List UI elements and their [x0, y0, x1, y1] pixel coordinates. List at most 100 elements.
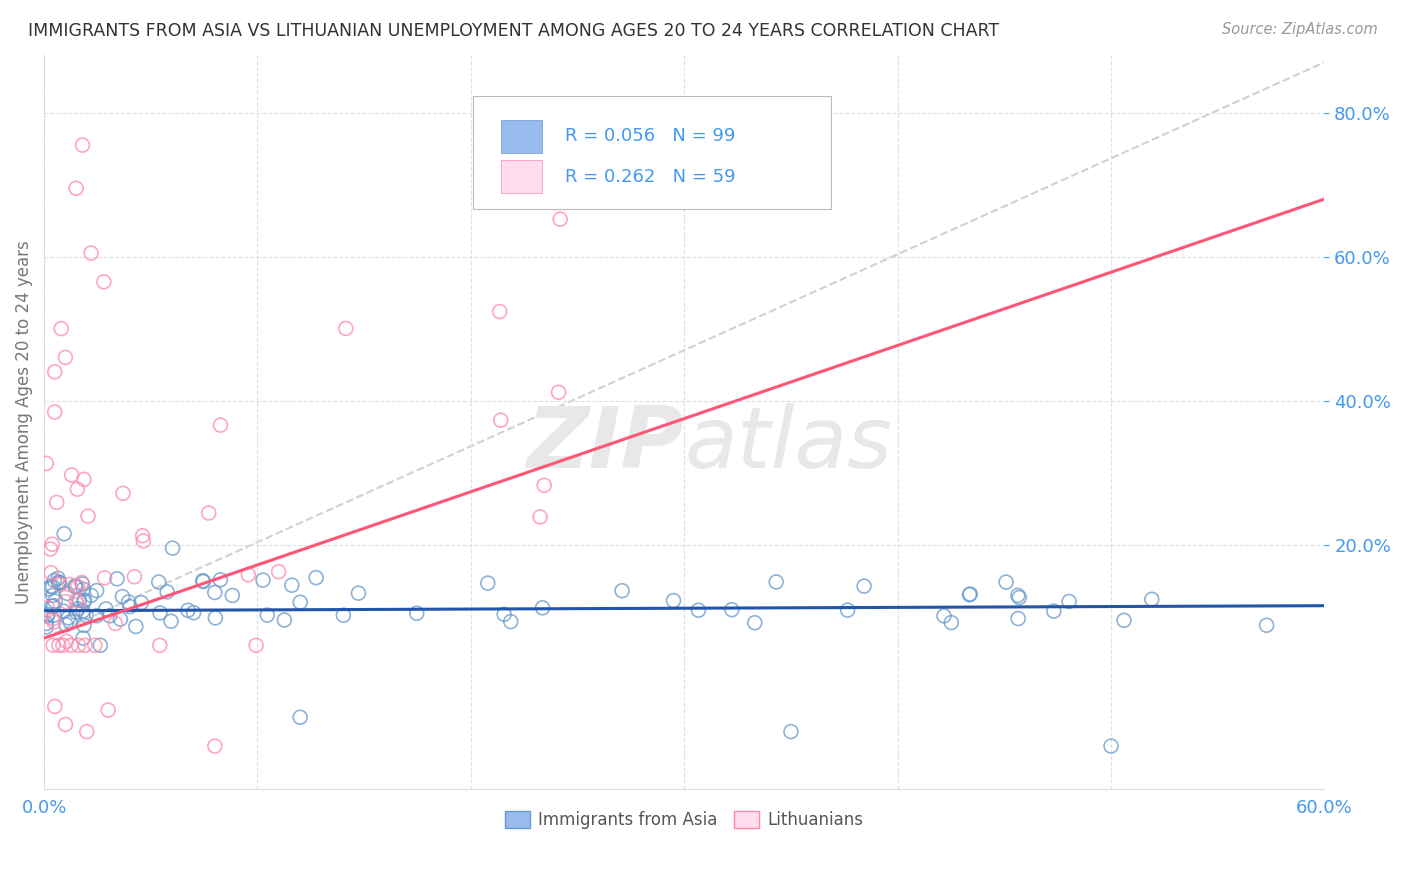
- Point: [837, 603, 859, 617]
- Point: [160, 614, 183, 628]
- Point: [41, 537, 63, 551]
- Point: [72, 138, 94, 153]
- Point: [191, 574, 214, 588]
- Point: [80, 246, 103, 260]
- Point: [39, 566, 62, 580]
- Point: [252, 573, 274, 587]
- Point: [132, 533, 155, 548]
- Point: [125, 619, 148, 633]
- Legend: Immigrants from Asia, Lithuanians: Immigrants from Asia, Lithuanians: [498, 805, 870, 836]
- Point: [197, 506, 219, 520]
- Point: [35, 609, 58, 624]
- FancyBboxPatch shape: [472, 95, 831, 210]
- Point: [110, 612, 132, 626]
- Point: [111, 486, 134, 500]
- Bar: [501, 120, 543, 153]
- Point: [744, 615, 766, 630]
- Point: [55, 717, 77, 731]
- Point: [688, 603, 710, 617]
- Point: [66, 601, 89, 615]
- Point: [204, 611, 226, 625]
- Point: [48, 638, 70, 652]
- Point: [548, 212, 571, 227]
- Point: [1007, 588, 1029, 602]
- Point: [148, 575, 170, 590]
- Point: [156, 585, 179, 599]
- Point: [149, 638, 172, 652]
- Point: [245, 638, 267, 652]
- Point: [780, 724, 803, 739]
- Text: atlas: atlas: [685, 402, 893, 486]
- Point: [60, 468, 83, 483]
- Point: [59, 638, 82, 652]
- Point: [73, 593, 96, 607]
- Point: [662, 593, 685, 607]
- Point: [66, 598, 89, 612]
- Point: [58, 611, 80, 625]
- Point: [65, 593, 87, 607]
- Point: [66, 580, 89, 594]
- Point: [932, 608, 955, 623]
- Y-axis label: Unemployment Among Ages 20 to 24 years: Unemployment Among Ages 20 to 24 years: [15, 240, 32, 604]
- Point: [72, 582, 94, 597]
- Point: [63, 579, 86, 593]
- Text: ZIP: ZIP: [527, 402, 685, 486]
- Point: [204, 585, 226, 599]
- Point: [44, 574, 66, 588]
- Point: [98, 608, 121, 623]
- Point: [53, 526, 76, 541]
- Point: [48, 575, 70, 590]
- Point: [45, 495, 67, 509]
- Point: [83, 638, 105, 652]
- Point: [959, 588, 981, 602]
- Point: [93, 275, 115, 289]
- Point: [70, 575, 93, 590]
- Point: [77, 509, 100, 524]
- Point: [1008, 591, 1031, 605]
- Point: [72, 604, 94, 618]
- Point: [533, 478, 555, 492]
- Point: [256, 608, 278, 623]
- Point: [65, 580, 87, 594]
- Point: [305, 571, 328, 585]
- Point: [46, 571, 69, 585]
- Point: [44, 365, 66, 379]
- Point: [405, 607, 427, 621]
- Point: [65, 181, 87, 195]
- Point: [39, 580, 62, 594]
- Point: [1099, 739, 1122, 753]
- Point: [204, 739, 226, 753]
- Point: [42, 599, 65, 613]
- Point: [117, 595, 139, 609]
- Point: [89, 638, 111, 652]
- Point: [941, 615, 963, 630]
- Point: [75, 608, 97, 623]
- Point: [494, 607, 516, 622]
- Point: [35, 616, 58, 631]
- Point: [94, 602, 117, 616]
- Point: [41, 599, 63, 614]
- Point: [118, 599, 141, 614]
- Point: [37, 600, 59, 615]
- Point: [238, 567, 260, 582]
- Point: [73, 618, 96, 632]
- Point: [1140, 592, 1163, 607]
- Point: [162, 541, 184, 555]
- Point: [55, 634, 77, 648]
- Point: [76, 724, 98, 739]
- Point: [209, 573, 232, 587]
- Text: R = 0.262   N = 59: R = 0.262 N = 59: [565, 168, 735, 186]
- Point: [41, 580, 63, 594]
- Point: [290, 595, 312, 609]
- Point: [51, 321, 73, 335]
- Point: [42, 608, 65, 623]
- Point: [86, 608, 108, 623]
- Point: [531, 600, 554, 615]
- Point: [66, 482, 89, 496]
- Point: [93, 571, 115, 585]
- Point: [765, 574, 787, 589]
- Point: [56, 586, 79, 600]
- Point: [37, 607, 59, 622]
- Point: [104, 616, 127, 631]
- Point: [1043, 604, 1066, 618]
